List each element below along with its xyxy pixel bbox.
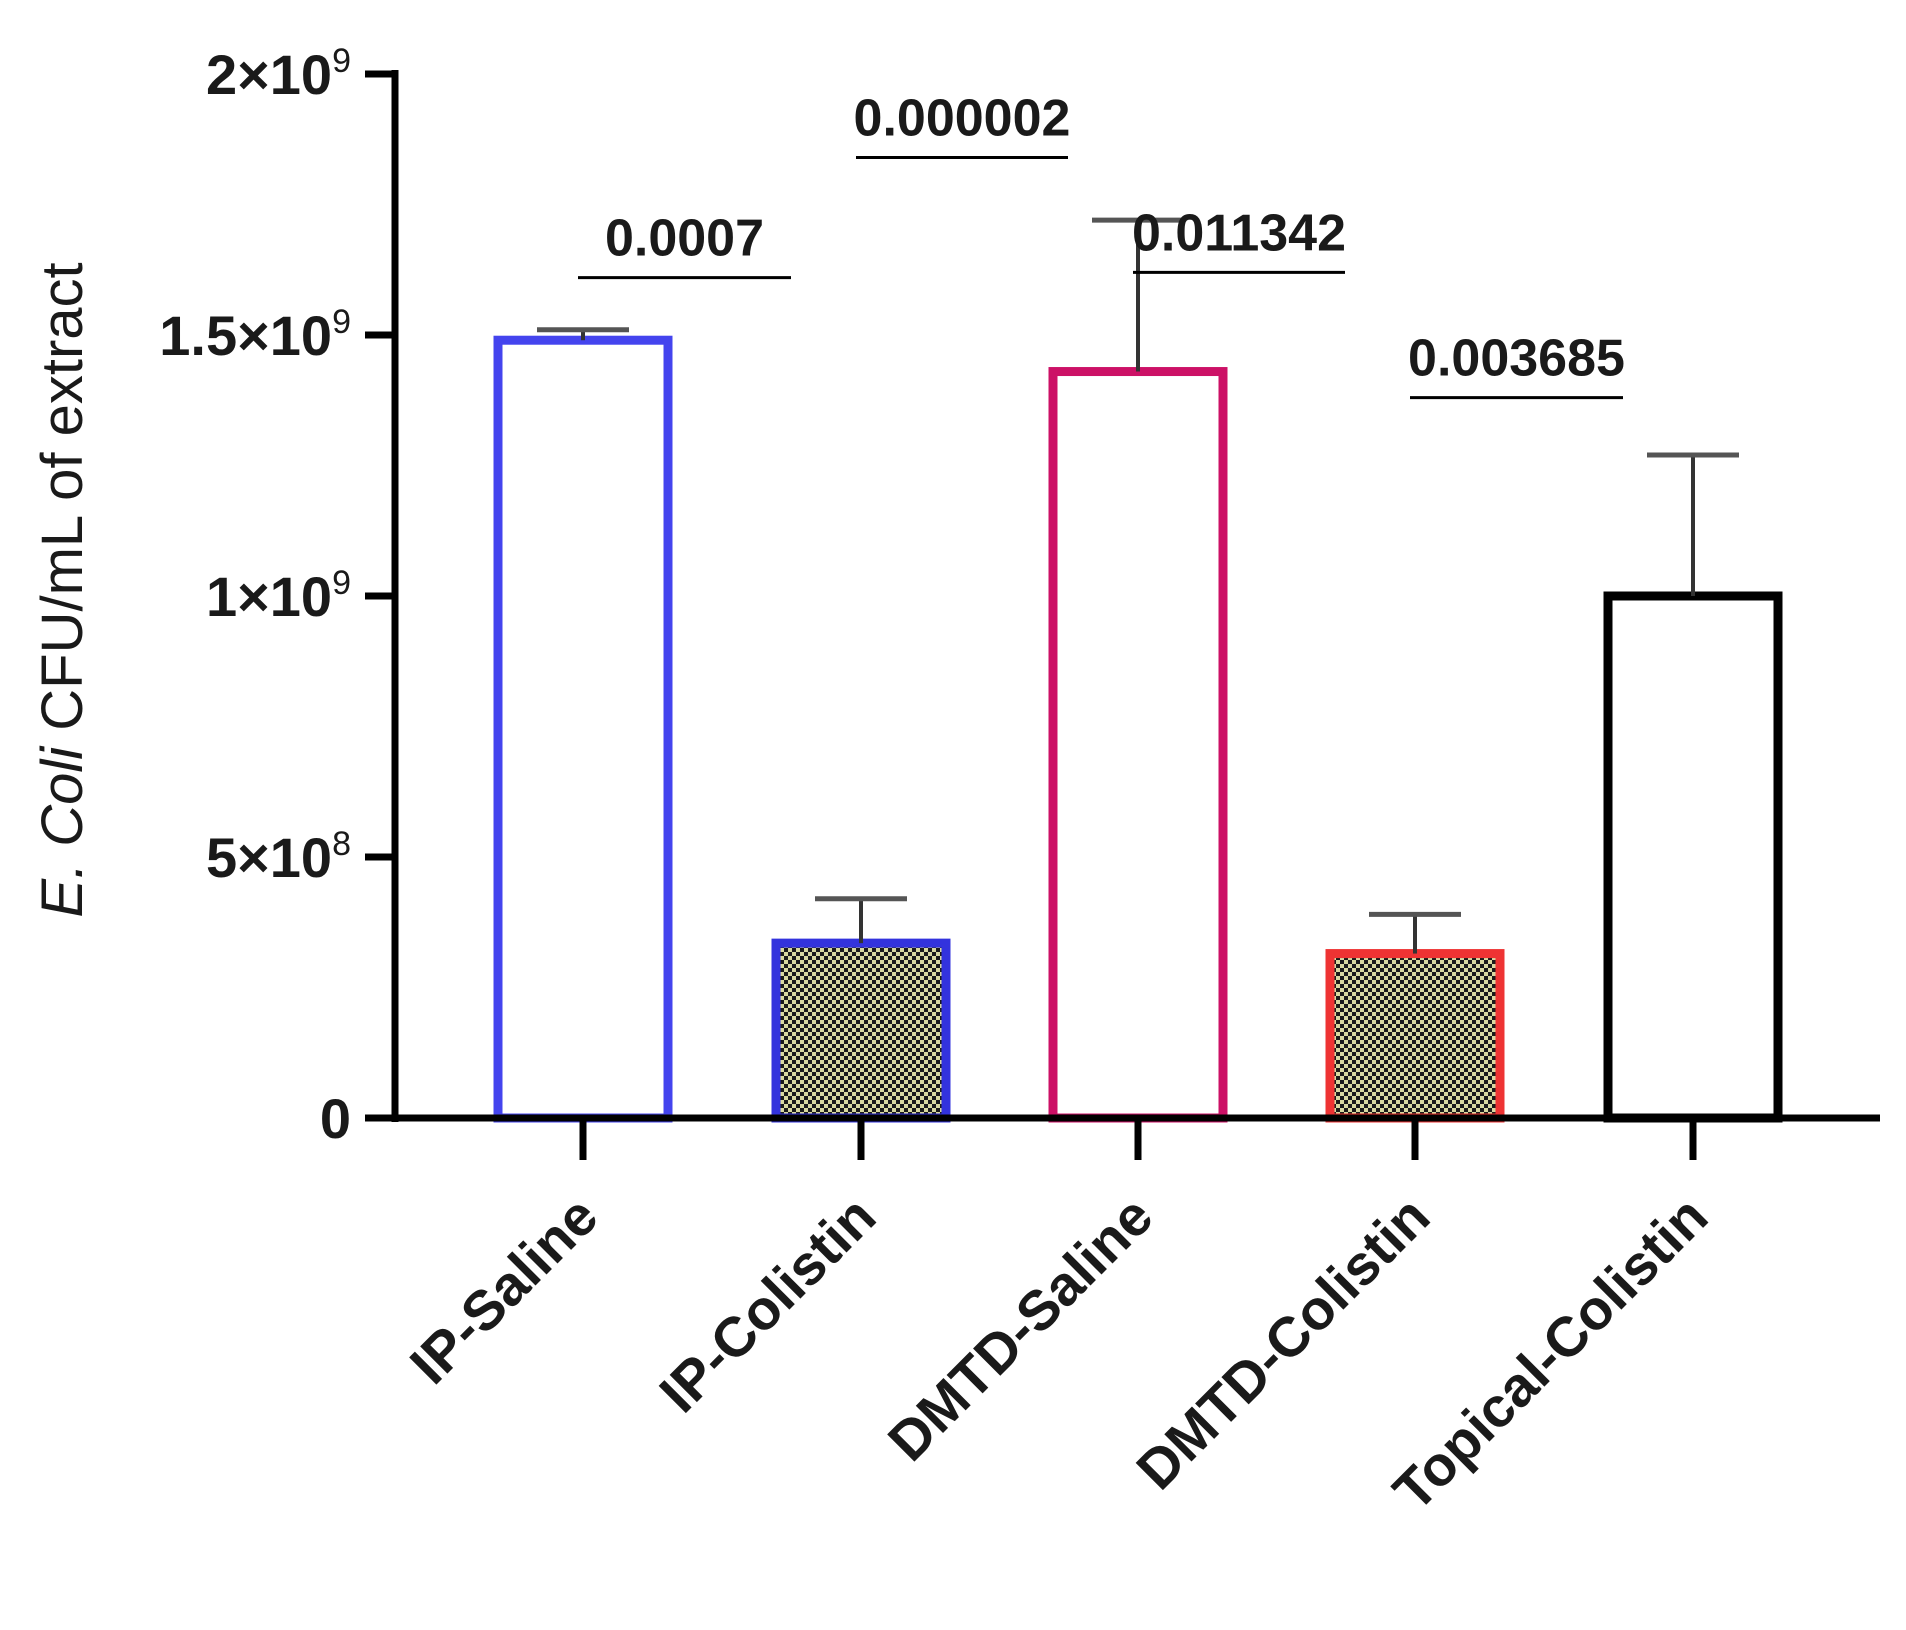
- x-tick-label: IP-Saline: [398, 1184, 610, 1396]
- p-value-label: 0.000002: [854, 90, 1071, 148]
- y-axis-label-italic: E. Coli: [30, 745, 95, 918]
- bar-ip-colistin: [771, 938, 951, 1123]
- bar-topical-colistin: [1603, 591, 1783, 1123]
- y-tick-label: 1×109: [206, 564, 351, 628]
- x-tick-label: DMTD-Colistin: [1124, 1184, 1441, 1501]
- y-tick-label: 0: [320, 1087, 351, 1150]
- bar-ip-saline: [493, 335, 673, 1123]
- p-value-label: 0.0007: [605, 210, 764, 268]
- y-tick-label: 1.5×109: [159, 303, 351, 367]
- y-axis-label-rest: CFU/mL of extract: [30, 262, 95, 747]
- p-value-label: 0.003685: [1408, 330, 1625, 388]
- bar-dmtd-colistin: [1325, 949, 1505, 1123]
- bar-dmtd-saline: [1048, 367, 1228, 1123]
- y-axis-label: E. Coli CFU/mL of extract: [30, 262, 95, 917]
- y-tick-label: 2×109: [206, 42, 351, 106]
- x-tick-label: DMTD-Saline: [876, 1184, 1165, 1473]
- y-tick-label: 5×108: [206, 825, 351, 889]
- p-value-label: 0.011342: [1132, 204, 1346, 262]
- x-tick-label: IP-Colistin: [647, 1184, 887, 1424]
